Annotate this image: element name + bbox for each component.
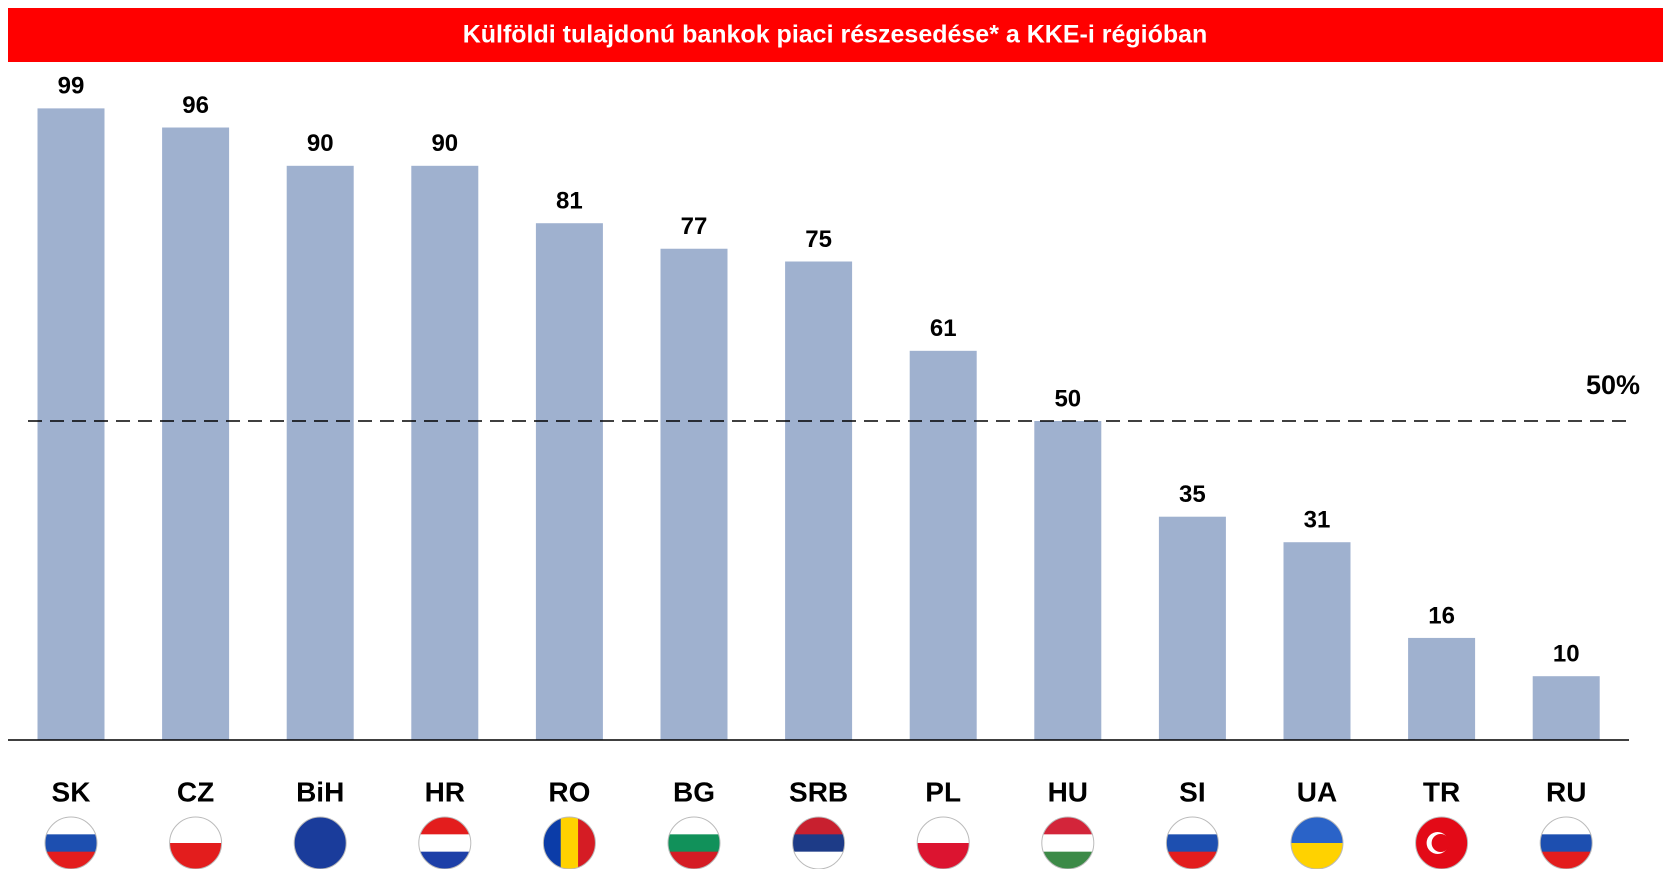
flag-stripe — [668, 851, 720, 869]
flag-stripe — [668, 817, 720, 835]
x-tick-label: BiH — [296, 776, 344, 807]
flag-stripe — [169, 843, 222, 869]
x-tick-label: PL — [925, 776, 961, 807]
bar — [785, 261, 853, 740]
chart-title: Külföldi tulajdonú bankok piaci részesed… — [463, 21, 1208, 49]
value-label: 31 — [1304, 507, 1331, 534]
flag-rim — [1290, 816, 1344, 869]
x-tick-label: SI — [1179, 776, 1205, 807]
flag — [1540, 817, 1593, 869]
flag — [792, 817, 845, 869]
value-label: 77 — [681, 213, 708, 240]
flag-stripe — [418, 817, 471, 835]
flag-stripe — [169, 817, 222, 844]
x-tick-label: RU — [1546, 776, 1586, 807]
flag-rim — [792, 816, 846, 869]
flag-stripe — [1166, 851, 1219, 869]
flag-stripe — [1166, 834, 1219, 853]
value-label: 16 — [1428, 602, 1455, 629]
flag-rim — [1415, 816, 1469, 869]
flag-stripe — [792, 817, 845, 835]
flag-stripe — [45, 851, 97, 869]
bar — [909, 350, 977, 740]
flag-stripe — [1041, 851, 1094, 869]
flag-stripe — [1540, 817, 1593, 835]
flag-stripe — [668, 834, 720, 853]
flag-stripe — [578, 817, 596, 869]
value-label: 96 — [182, 92, 209, 119]
flag-stripe — [1041, 834, 1094, 853]
bar — [1532, 676, 1600, 740]
x-tick-label: UA — [1297, 776, 1337, 807]
bar — [286, 165, 354, 741]
value-label: 99 — [58, 73, 85, 100]
flag-stripe — [1041, 817, 1094, 835]
flag-rim — [1539, 816, 1593, 869]
bar — [162, 127, 230, 740]
title-bar — [8, 8, 1663, 62]
flag-stripe — [543, 817, 562, 869]
flag-stripe — [1540, 834, 1593, 853]
flag-stripe — [1291, 817, 1343, 844]
flag — [45, 817, 97, 869]
flag-stripe — [792, 834, 845, 853]
x-tick-label: SK — [52, 776, 91, 807]
bar — [1408, 637, 1476, 740]
bar — [1283, 542, 1351, 740]
reference-label: 50% — [1586, 370, 1640, 400]
flag-stripe — [418, 834, 471, 853]
bar — [660, 248, 728, 741]
flag-stripe — [294, 843, 347, 869]
value-label: 50 — [1054, 385, 1081, 412]
value-label: 10 — [1553, 641, 1580, 668]
flag-crescent-cut — [1431, 834, 1450, 852]
flag-stripe — [917, 817, 970, 844]
bar — [1034, 421, 1102, 740]
flag-stripe — [418, 851, 471, 869]
flag-rim — [667, 816, 721, 869]
x-tick-label: RO — [548, 776, 590, 807]
x-tick-label: CZ — [177, 776, 214, 807]
flag — [668, 817, 720, 869]
flag-stripe — [1166, 817, 1219, 835]
bar — [535, 223, 603, 741]
flag-stripe — [560, 817, 579, 869]
value-label: 81 — [556, 188, 583, 215]
flag-rim — [418, 816, 472, 869]
flag — [1166, 817, 1219, 869]
flag — [543, 817, 596, 869]
x-tick-label: HU — [1048, 776, 1088, 807]
flag-stripe — [294, 817, 347, 844]
flag-stripe — [1540, 851, 1593, 869]
bar — [411, 165, 479, 741]
value-label: 75 — [805, 226, 832, 253]
x-tick-label: BG — [673, 776, 715, 807]
x-tick-label: TR — [1423, 776, 1460, 807]
flag-rim — [44, 816, 98, 869]
value-label: 35 — [1179, 481, 1206, 508]
flag — [1041, 817, 1094, 869]
flag-stripe — [917, 843, 970, 869]
flag-rim — [916, 816, 970, 869]
bar — [37, 108, 105, 740]
x-tick-label: SRB — [789, 776, 848, 807]
value-label: 61 — [930, 315, 957, 342]
value-label: 90 — [431, 130, 458, 157]
flag-stripe — [792, 851, 845, 869]
flag-stripe — [45, 817, 97, 835]
flag-rim — [293, 816, 347, 869]
flag-rim — [542, 816, 596, 869]
flag-rim — [1041, 816, 1095, 869]
flag-stripe — [45, 834, 97, 853]
bar — [1158, 516, 1226, 740]
flag-stripe — [1291, 843, 1343, 869]
flag — [418, 817, 471, 869]
flag-rim — [1165, 816, 1219, 869]
x-tick-label: HR — [425, 776, 465, 807]
value-label: 90 — [307, 130, 334, 157]
flag-rim — [169, 816, 223, 869]
